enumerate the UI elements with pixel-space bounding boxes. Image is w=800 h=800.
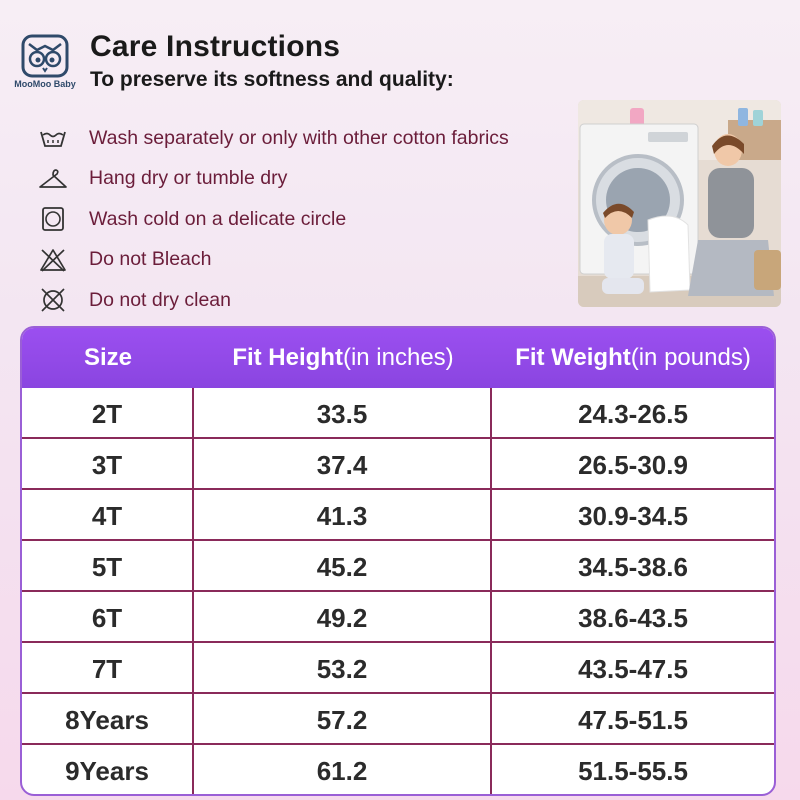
height-cell: 49.2: [194, 592, 492, 641]
height-cell: 45.2: [194, 541, 492, 590]
size-cell: 3T: [22, 439, 194, 488]
care-item-text: Do not Bleach: [89, 248, 212, 271]
weight-cell: 30.9-34.5: [578, 501, 688, 531]
table-header-row: Size Fit Height(in inches) Fit Weight(in…: [22, 328, 774, 388]
care-item: Hang dry or tumble dry: [36, 159, 576, 200]
care-item-text: Hang dry or tumble dry: [89, 167, 288, 190]
care-item-text: Do not dry clean: [89, 288, 231, 311]
table-row: 6T 49.2 38.6-43.5: [22, 590, 774, 641]
height-cell: 37.4: [194, 439, 492, 488]
weight-cell: 51.5-55.5: [578, 756, 688, 786]
table-row: 7T 53.2 43.5-47.5: [22, 641, 774, 692]
table-row: 8Years 57.2 47.5-51.5: [22, 692, 774, 743]
care-item: Do not dry clean: [36, 280, 576, 321]
weight-cell: 34.5-38.6: [578, 552, 688, 582]
wash-basin-icon: [36, 123, 70, 153]
page-subtitle: To preserve its softness and quality:: [90, 68, 454, 91]
weight-cell: 24.3-26.5: [578, 399, 688, 429]
weight-cell: 38.6-43.5: [578, 603, 688, 633]
height-cell: 53.2: [194, 643, 492, 692]
height-cell: 41.3: [194, 490, 492, 539]
table-row: 9Years 61.2 51.5-55.5: [22, 743, 774, 794]
care-item: Do not Bleach: [36, 240, 576, 281]
hanger-icon: [36, 164, 70, 194]
table-body: 2T 33.5 24.3-26.5 3T 37.4 26.5-30.9 4T 4…: [22, 388, 774, 794]
height-header-label: Fit Height: [232, 344, 343, 371]
care-instructions-list: Wash separately or only with other cotto…: [36, 118, 576, 321]
no-bleach-icon: [36, 245, 70, 275]
care-item-text: Wash cold on a delicate circle: [89, 207, 347, 230]
logo-text: MooMoo Baby: [14, 79, 76, 89]
height-cell: 57.2: [194, 694, 492, 743]
owl-logo-icon: [21, 34, 69, 78]
table-row: 2T 33.5 24.3-26.5: [22, 388, 774, 437]
table-row: 3T 37.4 26.5-30.9: [22, 437, 774, 488]
brand-logo: MooMoo Baby: [14, 34, 76, 92]
table-row: 5T 45.2 34.5-38.6: [22, 539, 774, 590]
size-chart-table: Size Fit Height(in inches) Fit Weight(in…: [20, 326, 776, 796]
weight-cell: 43.5-47.5: [578, 654, 688, 684]
height-cell: 61.2: [194, 745, 492, 794]
weight-cell: 26.5-30.9: [578, 450, 688, 480]
page-title: Care Instructions: [90, 30, 341, 63]
care-item-text: Wash separately or only with other cotto…: [89, 126, 509, 149]
no-dry-clean-icon: [36, 285, 70, 315]
tumble-dry-icon: [36, 204, 70, 234]
size-cell: 8Years: [22, 694, 194, 743]
height-column-header: Fit Height(in inches): [194, 344, 492, 372]
care-item: Wash cold on a delicate circle: [36, 199, 576, 240]
size-column-header: Size: [83, 344, 133, 371]
size-cell: 4T: [22, 490, 194, 539]
size-cell: 5T: [22, 541, 194, 590]
weight-cell: 47.5-51.5: [578, 705, 688, 735]
weight-column-header: Fit Weight(in pounds): [492, 344, 774, 372]
weight-header-unit: (in pounds): [630, 344, 751, 371]
size-cell: 9Years: [22, 745, 194, 794]
size-cell: 2T: [22, 388, 194, 437]
laundry-photo: [578, 100, 781, 307]
size-cell: 6T: [22, 592, 194, 641]
height-cell: 33.5: [194, 388, 492, 437]
care-item: Wash separately or only with other cotto…: [36, 118, 576, 159]
height-header-unit: (in inches): [342, 344, 454, 371]
weight-header-label: Fit Weight: [515, 344, 631, 371]
size-cell: 7T: [22, 643, 194, 692]
table-row: 4T 41.3 30.9-34.5: [22, 488, 774, 539]
